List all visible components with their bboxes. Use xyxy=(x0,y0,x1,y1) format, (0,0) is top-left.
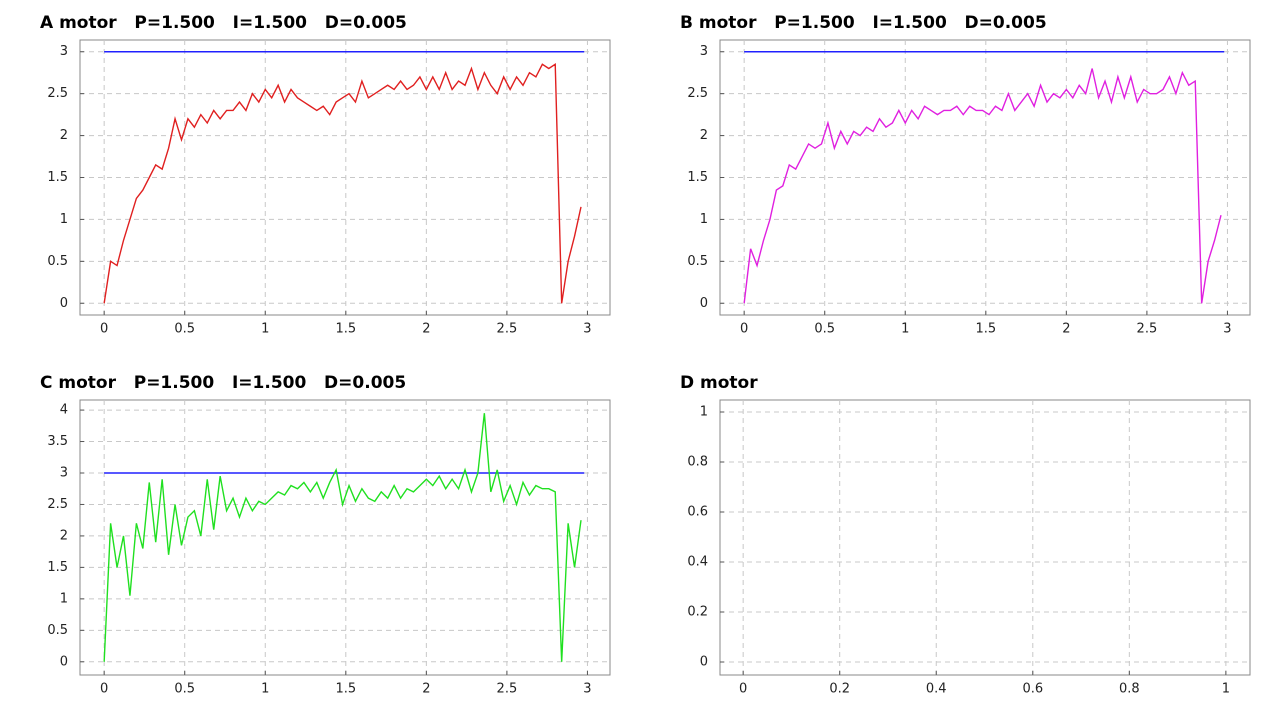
x-tick-label: 3 xyxy=(583,322,591,337)
x-tick-label: 2.5 xyxy=(1137,322,1158,337)
x-tick-label: 0.4 xyxy=(926,682,947,697)
y-tick-label: 3 xyxy=(700,44,708,59)
y-tick-label: 2.5 xyxy=(687,86,708,101)
y-tick-label: 0 xyxy=(700,296,708,311)
y-tick-label: 0.4 xyxy=(687,555,708,570)
x-tick-label: 0.5 xyxy=(174,682,195,697)
x-tick-label: 2 xyxy=(1062,322,1070,337)
x-tick-label: 3 xyxy=(583,682,591,697)
y-tick-label: 4 xyxy=(60,403,68,418)
chart-title: C motor P=1.500 I=1.500 D=0.005 xyxy=(40,373,406,393)
y-tick-label: 1 xyxy=(700,212,708,227)
y-tick-label: 0.6 xyxy=(687,505,708,520)
y-tick-label: 1.5 xyxy=(47,560,68,575)
x-tick-label: 0.8 xyxy=(1119,682,1140,697)
y-tick-label: 2 xyxy=(60,528,68,543)
x-tick-label: 1 xyxy=(261,682,269,697)
y-tick-label: 0 xyxy=(60,654,68,669)
y-tick-label: 0.5 xyxy=(47,623,68,638)
x-tick-label: 0 xyxy=(740,322,748,337)
x-tick-label: 0 xyxy=(100,322,108,337)
x-tick-label: 1.5 xyxy=(335,682,356,697)
y-tick-label: 0.5 xyxy=(687,254,708,269)
y-tick-label: 3 xyxy=(60,44,68,59)
y-tick-label: 2.5 xyxy=(47,86,68,101)
x-tick-label: 1.5 xyxy=(975,322,996,337)
x-tick-label: 2 xyxy=(422,682,430,697)
y-tick-label: 0.2 xyxy=(687,605,708,620)
y-tick-label: 0.8 xyxy=(687,455,708,470)
y-tick-label: 2 xyxy=(700,128,708,143)
x-tick-label: 2 xyxy=(422,322,430,337)
y-tick-label: 0 xyxy=(60,296,68,311)
x-tick-label: 0.5 xyxy=(174,322,195,337)
y-tick-label: 1.5 xyxy=(47,170,68,185)
data-line xyxy=(743,68,1222,304)
x-tick-label: 1 xyxy=(901,322,909,337)
data-line xyxy=(103,63,582,304)
plot-area xyxy=(79,399,611,676)
x-tick-label: 1 xyxy=(261,322,269,337)
plot-area xyxy=(719,399,1251,676)
y-tick-label: 1 xyxy=(60,591,68,606)
y-tick-label: 3 xyxy=(60,465,68,480)
y-tick-label: 2.5 xyxy=(47,497,68,512)
y-tick-label: 2 xyxy=(60,128,68,143)
x-tick-label: 1.5 xyxy=(335,322,356,337)
y-tick-label: 0 xyxy=(700,655,708,670)
x-tick-label: 0.5 xyxy=(814,322,835,337)
y-tick-label: 1.5 xyxy=(687,170,708,185)
x-tick-label: 0 xyxy=(100,682,108,697)
x-tick-label: 0.6 xyxy=(1022,682,1043,697)
x-tick-label: 2.5 xyxy=(497,322,518,337)
data-line xyxy=(103,413,582,662)
x-tick-label: 0 xyxy=(739,682,747,697)
x-tick-label: 1 xyxy=(1222,682,1230,697)
x-tick-label: 2.5 xyxy=(497,682,518,697)
y-tick-label: 1 xyxy=(700,405,708,420)
chart-title: A motor P=1.500 I=1.500 D=0.005 xyxy=(40,13,407,33)
chart-title: B motor P=1.500 I=1.500 D=0.005 xyxy=(680,13,1047,33)
x-tick-label: 3 xyxy=(1223,322,1231,337)
y-tick-label: 0.5 xyxy=(47,254,68,269)
x-tick-label: 0.2 xyxy=(829,682,850,697)
y-tick-label: 1 xyxy=(60,212,68,227)
y-tick-label: 3.5 xyxy=(47,434,68,449)
chart-title: D motor xyxy=(680,373,758,393)
